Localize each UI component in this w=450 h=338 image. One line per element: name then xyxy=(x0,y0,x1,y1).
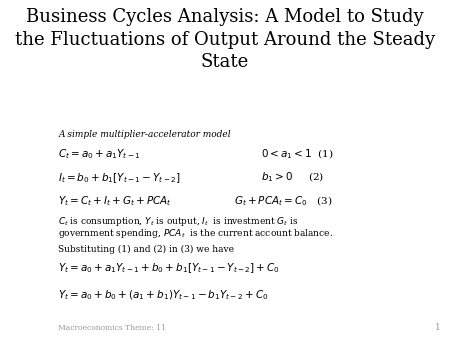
Text: Substituting (1) and (2) in (3) we have: Substituting (1) and (2) in (3) we have xyxy=(58,245,234,254)
Text: Macroeconomics Theme: 11: Macroeconomics Theme: 11 xyxy=(58,324,166,332)
Text: A simple multiplier-accelerator model: A simple multiplier-accelerator model xyxy=(58,130,231,139)
Text: 1: 1 xyxy=(435,323,441,332)
Text: $Y_t=a_0+a_1Y_{t-1}+b_0+b_1[Y_{t-1}-Y_{t-2}]+C_0$: $Y_t=a_0+a_1Y_{t-1}+b_0+b_1[Y_{t-1}-Y_{t… xyxy=(58,261,280,275)
Text: $b_1>0$     (2): $b_1>0$ (2) xyxy=(261,171,324,184)
Text: $Y_t=a_0+b_0+(a_1+b_1)Y_{t-1}-b_1Y_{t-2}+C_0$: $Y_t=a_0+b_0+(a_1+b_1)Y_{t-1}-b_1Y_{t-2}… xyxy=(58,288,269,301)
Text: $Y_t=C_t+I_t+G_t+PCA_t$: $Y_t=C_t+I_t+G_t+PCA_t$ xyxy=(58,194,172,208)
Text: $0<a_1<1$  (1): $0<a_1<1$ (1) xyxy=(261,147,333,161)
Text: $C_t=a_0+a_1Y_{t-1}$: $C_t=a_0+a_1Y_{t-1}$ xyxy=(58,147,141,161)
Text: Business Cycles Analysis: A Model to Study
the Fluctuations of Output Around the: Business Cycles Analysis: A Model to Stu… xyxy=(15,8,435,71)
Text: $G_t+PCA_t=C_0$   (3): $G_t+PCA_t=C_0$ (3) xyxy=(234,194,333,208)
Text: government spending, $PCA_t$  is the current account balance.: government spending, $PCA_t$ is the curr… xyxy=(58,227,333,240)
Text: $I_t=b_0+b_1[Y_{t-1}-Y_{t-2}]$: $I_t=b_0+b_1[Y_{t-1}-Y_{t-2}]$ xyxy=(58,171,181,185)
Text: $C_t$ is consumption, $Y_t$ is output, $I_t$  is investment $G_t$ is: $C_t$ is consumption, $Y_t$ is output, $… xyxy=(58,215,299,227)
